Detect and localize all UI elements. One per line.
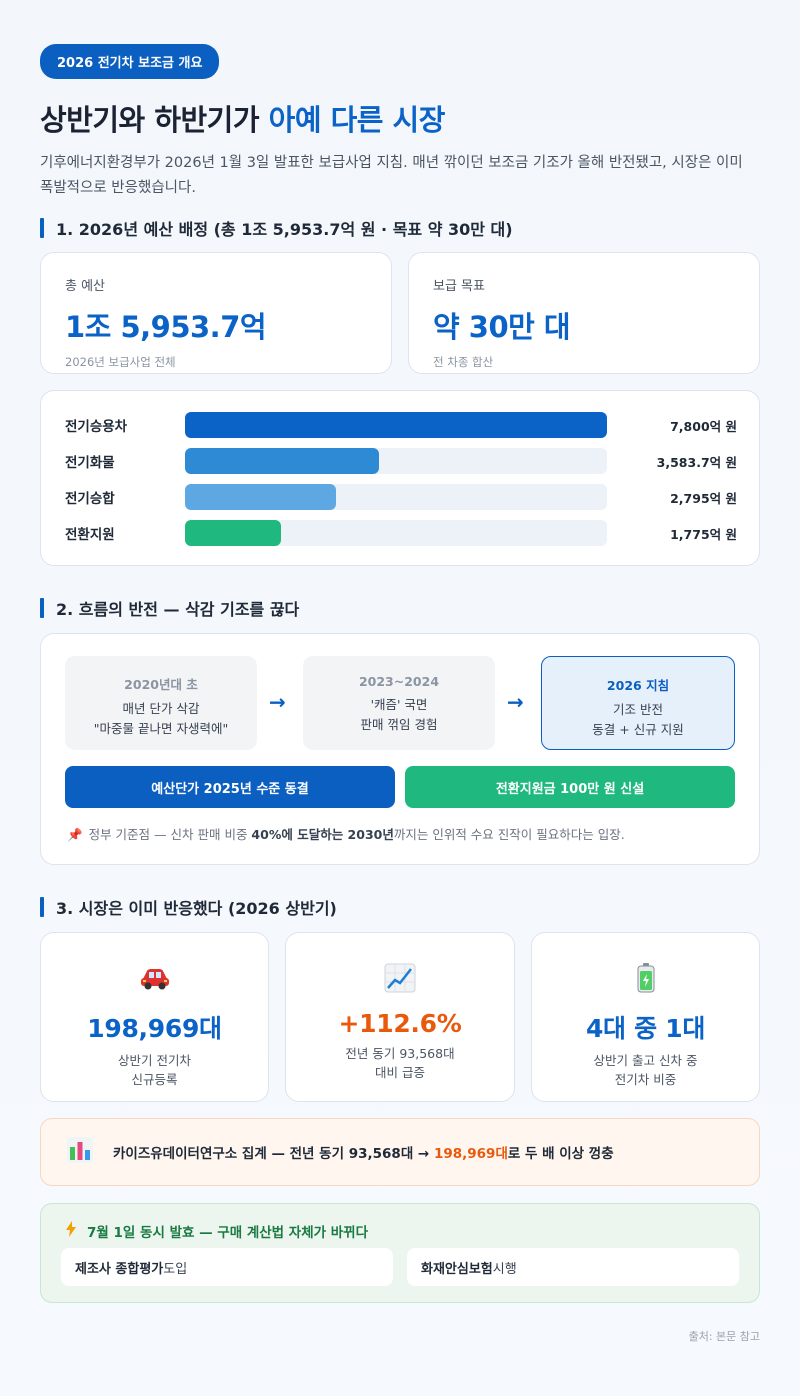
- section-marker: [40, 598, 44, 618]
- budget-row: 전기승용차 7,800억 원: [65, 412, 737, 438]
- step-title: 2026 지침: [606, 678, 670, 693]
- metric-card-registrations: 198,969대 상반기 전기차 신규등록: [40, 932, 269, 1102]
- budget-row: 전기화물 3,583.7억 원: [65, 448, 737, 474]
- arrow-right-icon: →: [507, 690, 524, 714]
- bar-chart-icon: [67, 1137, 93, 1167]
- stat-card-total-budget: 총 예산 1조 5,953.7억 2026년 보급사업 전체: [40, 252, 392, 374]
- timeline-step-2023: 2023~2024 '캐즘' 국면 판매 꺾임 경험: [303, 656, 495, 750]
- july-changes-panel: 7월 1일 동시 발효 — 구매 계산법 자체가 바뀌다 제조사 종합평가 도입…: [40, 1203, 760, 1303]
- budget-row-value: 2,795억 원: [670, 490, 737, 506]
- title-main: 상반기와 하반기가: [40, 103, 269, 137]
- pin-icon: 📌: [67, 827, 83, 842]
- metric-card-growth: +112.6% 전년 동기 93,568대 대비 급증: [285, 932, 515, 1102]
- trend-chart-icon: [286, 963, 514, 993]
- stat-sub: 전 차종 합산: [433, 355, 494, 369]
- step-desc: '캐즘' 국면 판매 꺾임 경험: [360, 697, 438, 732]
- budget-row-label: 전기승합: [65, 491, 115, 507]
- stat-label: 총 예산: [65, 279, 106, 294]
- timeline-card: 2020년대 초 매년 단가 삭감 "마중물 끝나면 자생력에" → 2023~2…: [40, 633, 760, 865]
- budget-track: [185, 520, 607, 546]
- conversion-subsidy-button[interactable]: 전환지원금 100만 원 신설: [405, 766, 735, 808]
- budget-fill: [185, 412, 607, 438]
- budget-track: [185, 412, 607, 438]
- section2-title-text: 2. 흐름의 반전 — 삭감 기조를 끊다: [56, 600, 300, 619]
- stat-sub: 2026년 보급사업 전체: [65, 355, 176, 369]
- budget-fill: [185, 448, 379, 474]
- step-title: 2020년대 초: [124, 677, 198, 692]
- budget-row-value: 7,800억 원: [670, 418, 737, 434]
- budget-fill: [185, 484, 337, 510]
- car-icon: [41, 963, 268, 993]
- section1-title-text: 1. 2026년 예산 배정 (총 1조 5,953.7억 원 · 목표 약 3…: [56, 220, 513, 239]
- stat-label: 보급 목표: [433, 279, 485, 294]
- budget-row: 전기승합 2,795억 원: [65, 484, 737, 510]
- metric-sub: 전년 동기 93,568대 대비 급증: [345, 1046, 455, 1080]
- freeze-unit-price-button[interactable]: 예산단가 2025년 수준 동결: [65, 766, 395, 808]
- metric-sub: 상반기 전기차 신규등록: [118, 1053, 191, 1087]
- metric-sub: 상반기 출고 신차 중 전기차 비중: [593, 1053, 698, 1087]
- timeline-step-2026: 2026 지침 기조 반전 동결 + 신규 지원: [541, 656, 735, 750]
- policy-note: 📌 정부 기준점 — 신차 판매 비중 40%에 도달하는 2030년까지는 인위…: [67, 827, 625, 842]
- budget-breakdown-card: 전기승용차 7,800억 원 전기화물 3,583.7억 원 전기승합 2,79…: [40, 390, 760, 566]
- page-title: 상반기와 하반기가 아예 다른 시장: [40, 97, 760, 139]
- metric-value: +112.6%: [338, 1009, 462, 1038]
- section-marker: [40, 218, 44, 238]
- section3-title: 3. 시장은 이미 반응했다 (2026 상반기): [40, 895, 337, 919]
- step-desc: 기조 반전 동결 + 신규 지원: [592, 702, 684, 737]
- budget-fill: [185, 520, 282, 546]
- budget-row-label: 전기승용차: [65, 419, 128, 435]
- arrow-right-icon: →: [269, 690, 286, 714]
- battery-icon: [532, 963, 759, 993]
- data-source-callout: 카이즈유데이터연구소 집계 — 전년 동기 93,568대 → 198,969대…: [40, 1118, 760, 1186]
- section-marker: [40, 897, 44, 917]
- budget-track: [185, 448, 607, 474]
- stat-card-target: 보급 목표 약 30만 대 전 차종 합산: [408, 252, 760, 374]
- topic-pill: 2026 전기차 보조금 개요: [40, 44, 220, 79]
- section2-title: 2. 흐름의 반전 — 삭감 기조를 끊다: [40, 596, 299, 620]
- july-title: 7월 1일 동시 발효 — 구매 계산법 자체가 바뀌다: [65, 1221, 368, 1241]
- budget-row-label: 전환지원: [65, 527, 115, 543]
- july-item: 화재안심보험 시행: [407, 1248, 739, 1286]
- budget-row: 전환지원 1,775억 원: [65, 520, 737, 546]
- lightning-icon: [65, 1221, 77, 1241]
- budget-row-value: 1,775억 원: [670, 526, 737, 542]
- metric-value: 198,969대: [87, 1014, 222, 1043]
- step-desc: 매년 단가 삭감 "마중물 끝나면 자생력에": [93, 701, 229, 736]
- title-accent: 아예 다른 시장: [268, 103, 446, 137]
- budget-track: [185, 484, 607, 510]
- source-note: 출처: 본문 참고: [688, 1330, 760, 1343]
- section3-title-text: 3. 시장은 이미 반응했다 (2026 상반기): [56, 899, 337, 918]
- budget-row-label: 전기화물: [65, 455, 115, 471]
- stat-value: 약 30만 대: [433, 310, 571, 344]
- metric-card-share: 4대 중 1대 상반기 출고 신차 중 전기차 비중: [531, 932, 760, 1102]
- section1-title: 1. 2026년 예산 배정 (총 1조 5,953.7억 원 · 목표 약 3…: [40, 216, 513, 240]
- budget-row-value: 3,583.7억 원: [656, 454, 737, 470]
- lead-paragraph: 기후에너지환경부가 2026년 1월 3일 발표한 보급사업 지침. 매년 깎이…: [40, 155, 743, 196]
- metric-value: 4대 중 1대: [585, 1014, 706, 1043]
- july-item: 제조사 종합평가 도입: [61, 1248, 393, 1286]
- timeline-step-2020s: 2020년대 초 매년 단가 삭감 "마중물 끝나면 자생력에": [65, 656, 257, 750]
- step-title: 2023~2024: [358, 674, 440, 689]
- callout-text: 카이즈유데이터연구소 집계 — 전년 동기 93,568대 → 198,969대…: [113, 1146, 614, 1162]
- stat-value: 1조 5,953.7억: [65, 310, 267, 344]
